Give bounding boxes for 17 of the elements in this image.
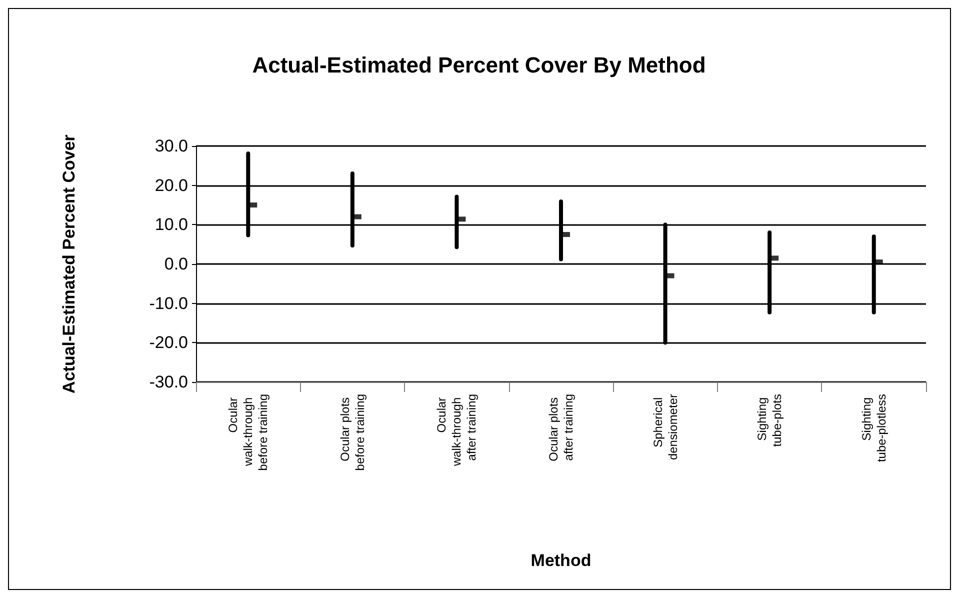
y-tick-label: 0.0 bbox=[164, 254, 188, 274]
y-tick-label: -10.0 bbox=[149, 294, 188, 313]
x-tick-label: Ocular plots after training bbox=[546, 394, 576, 462]
x-tick-label: Ocular walk-through before training bbox=[226, 394, 270, 471]
x-tick-label: Sighting tube-plots bbox=[755, 394, 784, 447]
x-tick-label: Ocular plots before training bbox=[338, 394, 367, 471]
x-tick-label: Sighting tube-plotless bbox=[859, 394, 888, 462]
y-tick-label: 10.0 bbox=[154, 215, 188, 234]
chart-title: Actual-Estimated Percent Cover By Method bbox=[252, 52, 706, 78]
y-tick-label: -20.0 bbox=[149, 333, 188, 352]
y-axis-title: Actual-Estimated Percent Cover bbox=[60, 134, 78, 394]
y-tick-label: 20.0 bbox=[154, 176, 188, 195]
x-tick-label: Ocular walk-through after training bbox=[434, 394, 479, 468]
y-tick-label: -30.0 bbox=[149, 372, 188, 392]
y-tick-label: 30.0 bbox=[154, 136, 188, 156]
x-axis-title: Method bbox=[530, 551, 592, 570]
x-tick-label: Spherical densiometer bbox=[650, 394, 680, 460]
